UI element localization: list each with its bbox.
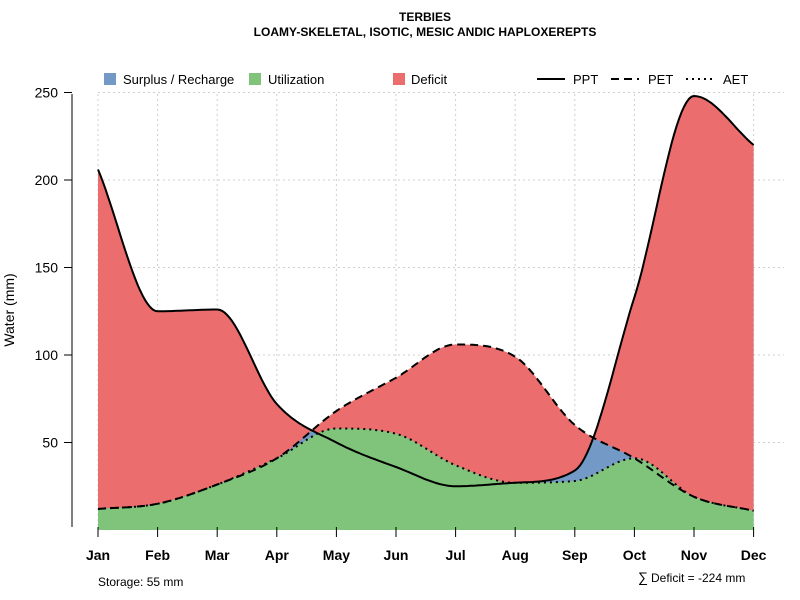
legend-label-aet: AET	[723, 72, 748, 87]
area-fills	[98, 96, 754, 530]
y-tick-label-250: 250	[35, 85, 59, 101]
deficit-annotation: Deficit = -224 mm	[651, 571, 745, 585]
legend-label-pet: PET	[648, 72, 673, 87]
x-tick-label-apr: Apr	[265, 547, 290, 563]
series-lines	[97, 94, 755, 512]
y-tick-label-200: 200	[35, 172, 59, 188]
x-tick-label-mar: Mar	[205, 547, 230, 563]
x-tick-label-sep: Sep	[562, 547, 588, 563]
legend-label-utilization: Utilization	[268, 72, 324, 87]
chart-title: TERBIES	[399, 10, 451, 24]
legend-swatch-deficit	[393, 73, 405, 85]
x-tick-label-aug: Aug	[502, 547, 529, 563]
x-tick-label-jun: Jun	[384, 547, 409, 563]
x-tick-label-jul: Jul	[445, 547, 465, 563]
series-line-pet	[97, 343, 754, 512]
y-tick-label-50: 50	[42, 435, 58, 451]
x-axis-ticks: Jan Feb Mar Apr May Jun Jul Aug Sep Oct Nov Dec	[86, 527, 767, 563]
series-line-aet	[97, 427, 754, 512]
y-tick-label-100: 100	[35, 347, 59, 363]
x-tick-label-oct: Oct	[623, 547, 647, 563]
x-tick-label-nov: Nov	[681, 547, 708, 563]
y-axis-label: Water (mm)	[1, 273, 17, 346]
y-axis-ticks: 50 100 150 200 250	[35, 85, 72, 451]
deficit-sum-symbol: ∑	[638, 569, 648, 585]
storage-annotation: Storage: 55 mm	[98, 575, 183, 589]
x-tick-label-dec: Dec	[741, 547, 767, 563]
x-tick-label-feb: Feb	[145, 547, 170, 563]
y-tick-label-150: 150	[35, 260, 59, 276]
legend-label-ppt: PPT	[573, 72, 598, 87]
area-deficit	[98, 96, 754, 511]
legend-label-deficit: Deficit	[411, 72, 448, 87]
x-tick-label-may: May	[323, 547, 350, 563]
series-line-ppt	[97, 94, 755, 488]
x-tick-label-jan: Jan	[86, 547, 110, 563]
chart-subtitle: LOAMY-SKELETAL, ISOTIC, MESIC ANDIC HAPL…	[254, 25, 597, 39]
legend-swatch-surplus	[104, 73, 116, 85]
legend-swatch-utilization	[249, 73, 261, 85]
legend-label-surplus: Surplus / Recharge	[123, 72, 234, 87]
legend: Surplus / Recharge Utilization Deficit P…	[104, 72, 748, 87]
